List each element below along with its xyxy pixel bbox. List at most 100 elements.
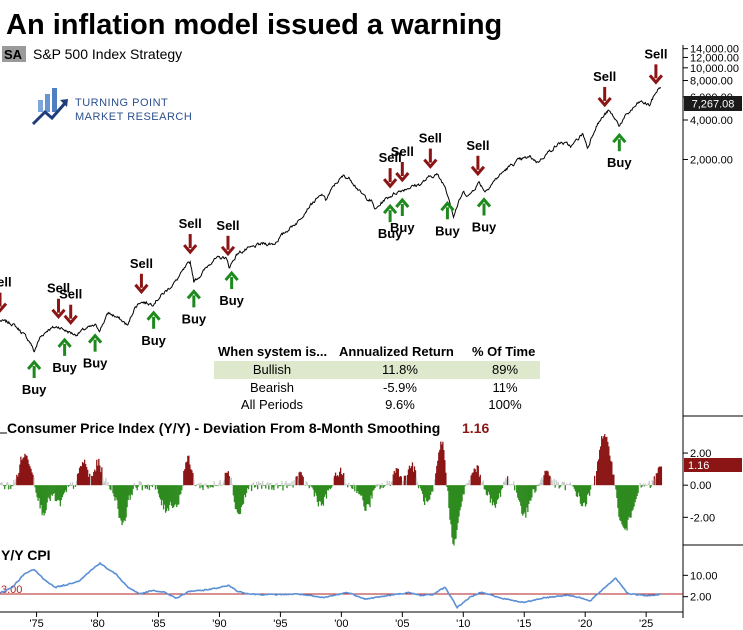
deviation-bar <box>352 485 354 490</box>
deviation-bar <box>202 485 204 490</box>
deviation-bar <box>502 481 505 486</box>
deviation-bar <box>303 484 305 486</box>
deviation-bar <box>45 485 47 511</box>
deviation-bar <box>201 485 203 488</box>
deviation-bar <box>186 461 188 486</box>
deviation-bar <box>391 481 393 486</box>
deviation-bar <box>395 468 397 486</box>
deviation-bar <box>185 462 187 486</box>
deviation-bar <box>368 485 370 505</box>
deviation-bar <box>11 485 13 487</box>
deviation-bar <box>384 485 386 486</box>
deviation-bar <box>558 485 560 489</box>
deviation-bar <box>173 485 175 508</box>
deviation-bar <box>20 456 22 486</box>
cpi-line <box>0 561 662 610</box>
deviation-bar <box>398 476 400 486</box>
deviation-bar <box>56 485 58 501</box>
deviation-bar <box>272 485 274 488</box>
deviation-bar <box>267 482 269 486</box>
deviation-bar <box>611 461 613 486</box>
price-tick-label-2: 10,000.00 <box>690 63 739 75</box>
deviation-bar <box>568 483 570 486</box>
deviation-bar <box>454 485 456 540</box>
deviation-bar <box>371 485 373 499</box>
sell-arrow-icon-20 <box>597 96 612 108</box>
deviation-bar <box>500 485 503 490</box>
deviation-bar <box>280 485 282 487</box>
deviation-bar <box>328 485 331 489</box>
deviation-tick-label-1: 0.00 <box>690 480 711 492</box>
deviation-bar <box>139 481 141 486</box>
deviation-bar <box>585 485 588 505</box>
deviation-bar <box>89 473 91 486</box>
deviation-bar <box>389 485 391 486</box>
deviation-bar <box>46 485 48 503</box>
deviation-bar <box>83 459 86 486</box>
sell-label-8: Sell <box>179 216 202 231</box>
deviation-bar <box>633 485 635 507</box>
deviation-bar <box>630 485 632 518</box>
deviation-bar <box>446 485 448 487</box>
deviation-bar <box>480 483 482 486</box>
deviation-bar <box>98 458 100 486</box>
deviation-bar <box>316 485 319 502</box>
deviation-bar <box>339 467 342 486</box>
deviation-bar <box>298 472 300 486</box>
deviation-bar <box>245 485 248 494</box>
deviation-bar <box>308 485 310 489</box>
deviation-bar <box>634 485 636 503</box>
deviation-bar <box>12 485 14 487</box>
deviation-bar <box>234 485 237 510</box>
deviation-bar <box>324 485 327 495</box>
deviation-bar <box>300 472 302 486</box>
deviation-bar <box>408 465 411 486</box>
deviation-bar <box>38 485 40 499</box>
buy-arrow-icon-13 <box>382 203 398 215</box>
deviation-bar <box>178 485 180 505</box>
deviation-bar <box>305 481 307 486</box>
deviation-bar <box>531 485 533 498</box>
deviation-bar <box>414 470 417 486</box>
deviation-bar <box>176 485 178 508</box>
deviation-bar <box>334 472 337 486</box>
deviation-bar <box>90 478 92 486</box>
deviation-bar <box>58 485 60 501</box>
deviation-bar <box>184 469 186 486</box>
deviation-bar <box>449 485 451 520</box>
deviation-bar <box>149 485 152 486</box>
deviation-bar <box>318 485 321 502</box>
price-tick-label-5: 4,000.00 <box>690 115 733 127</box>
deviation-bar <box>608 446 610 486</box>
buy-arrow-icon-19 <box>476 197 492 208</box>
deviation-bar <box>122 485 124 523</box>
deviation-bar <box>645 485 647 486</box>
sell-label-0: Sell <box>0 275 12 290</box>
deviation-bar <box>512 484 514 486</box>
deviation-bar <box>418 485 421 486</box>
deviation-bar <box>364 485 366 511</box>
deviation-bar <box>337 476 340 486</box>
deviation-bar <box>382 485 384 489</box>
deviation-bar <box>215 485 217 486</box>
deviation-bar <box>359 485 361 495</box>
x-tick-label-1: '80 <box>90 618 104 630</box>
deviation-bar <box>432 485 434 492</box>
deviation-bar <box>336 475 339 486</box>
deviation-bar <box>333 475 336 486</box>
cpi-tick-label-0: 10.00 <box>690 570 718 582</box>
deviation-bar <box>9 484 11 486</box>
deviation-bar <box>137 485 139 487</box>
deviation-bar <box>246 485 249 489</box>
deviation-bar <box>483 485 485 490</box>
deviation-bar <box>345 483 347 486</box>
deviation-bar <box>220 485 222 486</box>
deviation-bar <box>189 464 191 486</box>
deviation-bar <box>534 485 536 493</box>
deviation-bar <box>372 485 374 491</box>
deviation-bar <box>43 485 45 516</box>
deviation-bar <box>270 482 272 486</box>
deviation-bar <box>63 485 66 493</box>
deviation-bar <box>441 444 443 486</box>
sell-arrow-icon-16 <box>423 158 438 169</box>
